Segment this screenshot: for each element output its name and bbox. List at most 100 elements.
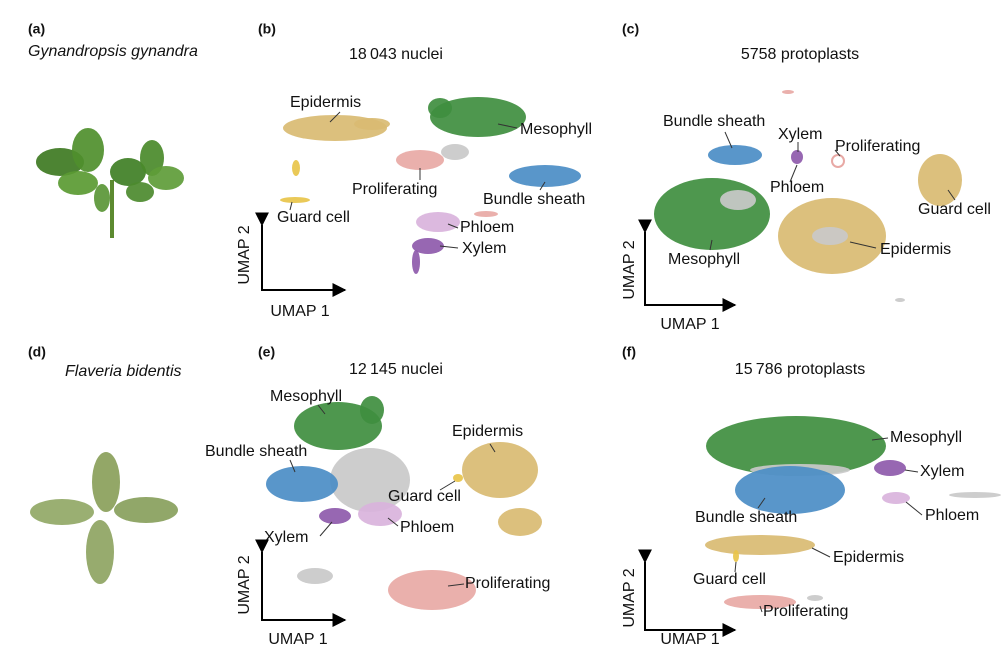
panel-title: 5758 protoplasts	[741, 46, 859, 63]
species: Flaveria bidentis	[65, 363, 182, 380]
shape	[92, 452, 120, 512]
cluster-label: Phloem	[460, 219, 514, 236]
panel-letter: (a)	[28, 21, 45, 37]
plant-image	[30, 452, 178, 584]
shape	[148, 166, 184, 190]
cluster-label: Proliferating	[465, 575, 550, 592]
panel-letter: (c)	[622, 21, 639, 37]
cluster-label: Xylem	[778, 126, 822, 143]
shape	[412, 238, 444, 254]
shape	[654, 178, 770, 250]
umap-axes	[638, 549, 737, 637]
shape	[430, 97, 526, 137]
panel-letter: (e)	[258, 344, 275, 360]
shape	[882, 492, 910, 504]
shape	[266, 466, 338, 502]
umap-clusters	[654, 90, 962, 302]
cluster-label: Phloem	[770, 179, 824, 196]
shape	[319, 508, 351, 524]
shape	[807, 595, 823, 601]
shape	[498, 508, 542, 536]
leader-line	[947, 189, 956, 201]
umap-axes	[255, 539, 347, 627]
cluster-label: Proliferating	[835, 138, 920, 155]
leader-line	[759, 605, 763, 613]
shape	[412, 250, 420, 274]
cluster-label: Proliferating	[763, 603, 848, 620]
shape	[86, 520, 114, 584]
leader-line	[905, 501, 923, 516]
shape	[354, 118, 390, 130]
leader-line	[447, 223, 459, 229]
shape	[706, 416, 886, 476]
shape	[126, 182, 154, 202]
shape	[428, 98, 452, 118]
cluster-label: Xylem	[264, 529, 308, 546]
leader-line	[329, 111, 341, 123]
leader-line	[539, 181, 546, 191]
leader-line	[319, 521, 333, 537]
leader-line	[849, 241, 877, 249]
shape	[94, 184, 110, 212]
cluster-label: Mesophyll	[890, 429, 962, 446]
shape	[72, 128, 104, 172]
shape	[509, 165, 581, 187]
shape	[708, 145, 762, 165]
x-axis-label: UMAP 1	[660, 316, 719, 333]
panel-title: 15 786 protoplasts	[735, 361, 865, 378]
cluster-label: Guard cell	[918, 201, 991, 218]
leader-line	[289, 201, 293, 211]
umap-axes	[638, 219, 737, 312]
leader-line	[439, 480, 456, 491]
cluster-label: Epidermis	[452, 423, 523, 440]
x-axis-label: UMAP 1	[268, 631, 327, 648]
shape	[292, 160, 300, 176]
shape	[388, 570, 476, 610]
cluster-label: Proliferating	[352, 181, 437, 198]
shape	[416, 212, 460, 232]
y-axis-label: UMAP 2	[236, 555, 253, 614]
shape	[114, 497, 178, 523]
shape	[330, 448, 410, 512]
species: Gynandropsis gynandra	[28, 43, 198, 60]
shape	[782, 90, 794, 94]
umap-clusters	[280, 97, 581, 274]
x-axis-label: UMAP 1	[660, 631, 719, 648]
shape	[724, 595, 796, 609]
leader-line	[489, 443, 496, 453]
panel-letter: (d)	[28, 344, 46, 360]
leader-line	[447, 583, 465, 587]
cluster-label: Xylem	[920, 463, 964, 480]
shape	[280, 197, 310, 203]
shape	[358, 502, 402, 526]
shape	[895, 298, 905, 302]
shape	[812, 227, 848, 245]
cluster-label: Guard cell	[388, 488, 461, 505]
shape	[831, 154, 845, 168]
leader-line	[497, 123, 518, 129]
shape	[918, 154, 962, 206]
y-axis-label: UMAP 2	[621, 568, 638, 627]
shape	[297, 568, 333, 584]
panel-title: 18 043 nuclei	[349, 46, 443, 63]
leader-line	[811, 547, 831, 558]
shape	[453, 474, 463, 482]
leader-line	[871, 437, 889, 441]
cluster-label: Epidermis	[290, 94, 361, 111]
leader-line	[387, 517, 399, 527]
y-axis-label: UMAP 2	[236, 225, 253, 284]
shape	[720, 190, 756, 210]
shape	[735, 466, 845, 514]
panel-letter: (f)	[622, 344, 636, 360]
shape	[140, 140, 164, 176]
shape	[874, 460, 906, 476]
shape	[462, 442, 538, 498]
panel-letter: (b)	[258, 21, 276, 37]
umap-clusters	[705, 416, 1001, 609]
shape	[36, 148, 84, 176]
leader-line	[439, 245, 459, 249]
umap-axes	[255, 212, 347, 297]
y-axis-label: UMAP 2	[621, 240, 638, 299]
shape	[441, 144, 469, 160]
